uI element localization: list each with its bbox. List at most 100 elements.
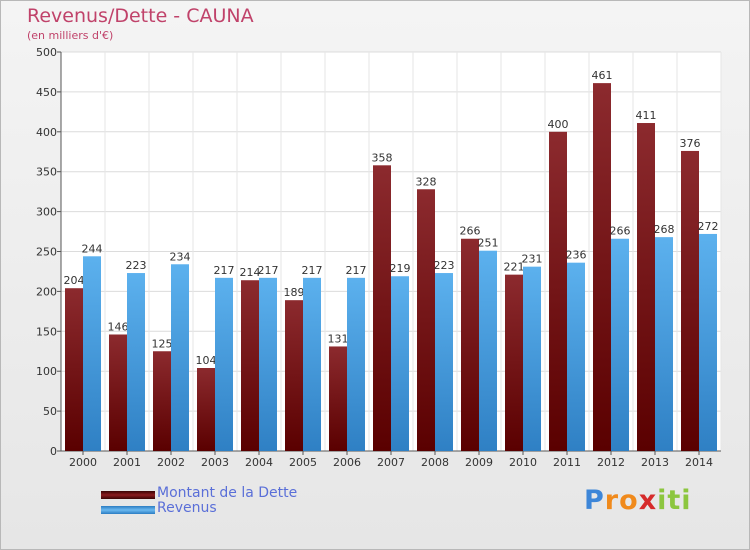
data-label-dette: 376 bbox=[680, 137, 701, 150]
bar-revenus bbox=[83, 256, 101, 451]
proxiti-logo: Proxiti bbox=[584, 485, 692, 516]
bar-dette bbox=[197, 368, 215, 451]
bar-revenus bbox=[523, 266, 541, 451]
data-label-dette: 104 bbox=[196, 354, 217, 367]
bar-dette bbox=[637, 123, 655, 451]
bar-revenus bbox=[303, 277, 321, 451]
logo-letter: i bbox=[657, 485, 668, 516]
data-label-revenus: 251 bbox=[478, 237, 499, 250]
x-tick-label: 2006 bbox=[333, 456, 361, 469]
legend-label-dette: Montant de la Dette bbox=[157, 485, 298, 501]
data-label-dette: 461 bbox=[592, 69, 613, 82]
data-label-dette: 411 bbox=[636, 109, 657, 122]
logo-letter: x bbox=[638, 485, 658, 516]
data-label-dette: 131 bbox=[328, 332, 349, 345]
bar-dette bbox=[109, 334, 127, 451]
logo-letter: t bbox=[667, 485, 682, 516]
bar-dette bbox=[285, 300, 303, 451]
data-label-dette: 125 bbox=[152, 337, 173, 350]
data-label-dette: 266 bbox=[460, 225, 481, 238]
data-label-dette: 189 bbox=[284, 286, 305, 299]
legend-swatch-dette bbox=[101, 491, 155, 499]
y-tick-label: 250 bbox=[36, 246, 57, 259]
data-label-dette: 328 bbox=[416, 175, 437, 188]
data-label-revenus: 272 bbox=[698, 220, 719, 233]
data-label-dette: 358 bbox=[372, 151, 393, 164]
data-label-revenus: 223 bbox=[434, 259, 455, 272]
bar-dette bbox=[329, 346, 347, 451]
data-label-revenus: 217 bbox=[302, 264, 323, 277]
logo-letter: P bbox=[584, 485, 605, 516]
x-tick-label: 2003 bbox=[201, 456, 229, 469]
bar-revenus bbox=[259, 277, 277, 451]
y-tick-label: 350 bbox=[36, 166, 57, 179]
bar-dette bbox=[461, 238, 479, 451]
logo-letter: r bbox=[604, 485, 620, 516]
y-tick-label: 0 bbox=[50, 445, 57, 458]
legend-swatch-revenus bbox=[101, 506, 155, 514]
data-label-revenus: 268 bbox=[654, 223, 675, 236]
data-label-revenus: 236 bbox=[566, 249, 587, 262]
x-tick-label: 2007 bbox=[377, 456, 405, 469]
x-tick-label: 2013 bbox=[641, 456, 669, 469]
data-label-revenus: 223 bbox=[126, 259, 147, 272]
data-label-revenus: 234 bbox=[170, 250, 191, 263]
bar-dette bbox=[681, 150, 699, 451]
y-tick-label: 100 bbox=[36, 365, 57, 378]
data-label-revenus: 217 bbox=[346, 264, 367, 277]
x-tick-label: 2002 bbox=[157, 456, 185, 469]
data-label-revenus: 217 bbox=[258, 264, 279, 277]
bar-dette bbox=[373, 165, 391, 452]
x-tick-label: 2009 bbox=[465, 456, 493, 469]
y-tick-label: 50 bbox=[43, 405, 57, 418]
y-tick-label: 200 bbox=[36, 285, 57, 298]
bar-revenus bbox=[699, 233, 717, 451]
x-tick-label: 2011 bbox=[553, 456, 581, 469]
bar-dette bbox=[549, 131, 567, 452]
y-tick-label: 300 bbox=[36, 206, 57, 219]
bar-dette bbox=[65, 288, 83, 451]
data-label-dette: 214 bbox=[240, 266, 261, 279]
data-label-revenus: 217 bbox=[214, 264, 235, 277]
logo-letter: o bbox=[619, 485, 639, 516]
y-tick-label: 150 bbox=[36, 325, 57, 338]
data-label-dette: 221 bbox=[504, 261, 525, 274]
x-tick-label: 2000 bbox=[69, 456, 97, 469]
bar-revenus bbox=[567, 262, 585, 451]
chart-title: Revenus/Dette - CAUNA bbox=[27, 5, 254, 27]
data-label-dette: 204 bbox=[64, 274, 85, 287]
bar-dette bbox=[505, 274, 523, 451]
bar-revenus bbox=[611, 238, 629, 451]
bar-revenus bbox=[347, 277, 365, 451]
bar-revenus bbox=[391, 276, 409, 451]
bar-dette bbox=[153, 351, 171, 451]
x-tick-label: 2008 bbox=[421, 456, 449, 469]
y-tick-label: 400 bbox=[36, 126, 57, 139]
data-label-revenus: 231 bbox=[522, 253, 543, 266]
bar-revenus bbox=[479, 250, 497, 451]
bar-revenus bbox=[435, 273, 453, 451]
data-label-revenus: 244 bbox=[82, 242, 103, 255]
x-tick-label: 2004 bbox=[245, 456, 273, 469]
bar-revenus bbox=[127, 273, 145, 451]
bar-revenus bbox=[215, 277, 233, 451]
x-tick-label: 2014 bbox=[685, 456, 713, 469]
x-tick-label: 2012 bbox=[597, 456, 625, 469]
legend-label-revenus: Revenus bbox=[157, 500, 217, 516]
bar-revenus bbox=[171, 264, 189, 451]
y-tick-label: 500 bbox=[36, 46, 57, 59]
data-label-dette: 400 bbox=[548, 118, 569, 131]
bar-revenus bbox=[655, 237, 673, 451]
bar-dette bbox=[593, 83, 611, 451]
bar-chart: 0 50 100 150 200 250 300 350 400 450 500 204 244 2000… bbox=[36, 46, 722, 469]
logo-letter: i bbox=[681, 485, 692, 516]
data-label-dette: 146 bbox=[108, 320, 129, 333]
bar-dette bbox=[417, 189, 435, 452]
bar-dette bbox=[241, 280, 259, 451]
x-tick-label: 2001 bbox=[113, 456, 141, 469]
x-tick-label: 2005 bbox=[289, 456, 317, 469]
y-tick-label: 450 bbox=[36, 86, 57, 99]
x-tick-label: 2010 bbox=[509, 456, 537, 469]
data-label-revenus: 219 bbox=[390, 262, 411, 275]
